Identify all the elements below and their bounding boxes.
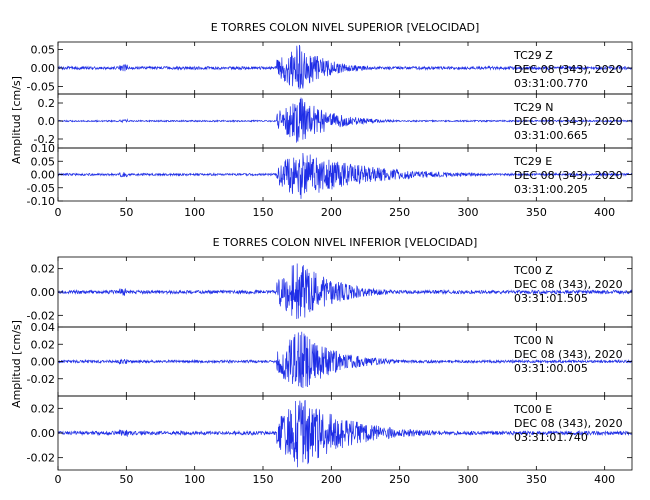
x-tick-label: 400 [594, 206, 615, 219]
y-tick-label: 0.00 [31, 169, 56, 182]
y-tick-label: 0.00 [31, 356, 56, 369]
x-tick-label: 250 [389, 473, 410, 486]
x-tick-label: 100 [184, 473, 205, 486]
component-label: TC00 Z [513, 264, 553, 277]
y-tick-label: 0.05 [31, 155, 56, 168]
x-tick-label: 300 [458, 473, 479, 486]
y-tick-label: 0.02 [31, 263, 56, 276]
x-tick-label: 350 [526, 206, 547, 219]
chart-group-2: E TORRES COLON NIVEL INFERIOR [VELOCIDAD… [10, 236, 633, 486]
x-tick-label: 100 [184, 206, 205, 219]
seismic-trace [57, 399, 633, 468]
date-label: DEC 08 (343), 2020 [514, 417, 623, 430]
y-tick-label: 0.00 [31, 62, 56, 75]
component-label: TC29 Z [513, 49, 553, 62]
x-tick-label: 50 [119, 473, 133, 486]
component-label: TC00 E [513, 403, 552, 416]
component-label: TC29 N [513, 101, 553, 114]
time-label: 03:31:00.665 [514, 129, 588, 142]
y-tick-label: -0.10 [27, 195, 55, 208]
date-label: DEC 08 (343), 2020 [514, 169, 623, 182]
time-label: 03:31:01.505 [514, 292, 588, 305]
x-tick-label: 150 [253, 473, 274, 486]
y-tick-label: 0.04 [31, 321, 56, 334]
x-tick-label: 250 [389, 206, 410, 219]
seismic-trace [57, 152, 633, 199]
chart-title: E TORRES COLON NIVEL INFERIOR [VELOCIDAD… [213, 236, 478, 249]
x-tick-label: 200 [321, 473, 342, 486]
date-label: DEC 08 (343), 2020 [514, 63, 623, 76]
time-label: 03:31:00.005 [514, 362, 588, 375]
x-tick-label: 350 [526, 473, 547, 486]
seismic-trace [57, 44, 633, 90]
y-axis-label: Amplitud [cm/s] [10, 320, 23, 408]
chart-title: E TORRES COLON NIVEL SUPERIOR [VELOCIDAD… [211, 21, 480, 34]
x-tick-label: 0 [55, 206, 62, 219]
y-tick-label: 0.0 [38, 115, 56, 128]
time-label: 03:31:00.770 [514, 77, 588, 90]
x-tick-label: 300 [458, 206, 479, 219]
date-label: DEC 08 (343), 2020 [514, 278, 623, 291]
y-tick-label: 0.02 [31, 338, 56, 351]
x-tick-label: 0 [55, 473, 62, 486]
y-tick-label: -0.2 [34, 133, 55, 146]
x-tick-label: 200 [321, 206, 342, 219]
time-label: 03:31:00.205 [514, 183, 588, 196]
x-tick-label: 50 [119, 206, 133, 219]
y-tick-label: -0.02 [27, 309, 55, 322]
y-tick-label: 0.2 [38, 97, 56, 110]
component-label: TC00 N [513, 334, 553, 347]
y-tick-label: -0.02 [27, 452, 55, 465]
y-axis-label: Amplitud [cm/s] [10, 76, 23, 164]
time-label: 03:31:01.740 [514, 431, 588, 444]
x-tick-label: 400 [594, 473, 615, 486]
y-tick-label: 0.00 [31, 427, 56, 440]
y-tick-label: 0.05 [31, 43, 56, 56]
date-label: DEC 08 (343), 2020 [514, 348, 623, 361]
seismic-trace [57, 331, 633, 389]
y-tick-label: 0.02 [31, 402, 56, 415]
seismic-trace [57, 97, 633, 143]
date-label: DEC 08 (343), 2020 [514, 115, 623, 128]
chart-group-1: E TORRES COLON NIVEL SUPERIOR [VELOCIDAD… [10, 21, 633, 219]
y-tick-label: -0.05 [27, 81, 55, 94]
x-tick-label: 150 [253, 206, 274, 219]
seismic-trace [57, 263, 633, 320]
component-label: TC29 E [513, 155, 552, 168]
y-tick-label: -0.02 [27, 373, 55, 386]
y-tick-label: 0.00 [31, 286, 56, 299]
y-tick-label: 0.10 [31, 142, 56, 155]
y-tick-label: -0.05 [27, 182, 55, 195]
